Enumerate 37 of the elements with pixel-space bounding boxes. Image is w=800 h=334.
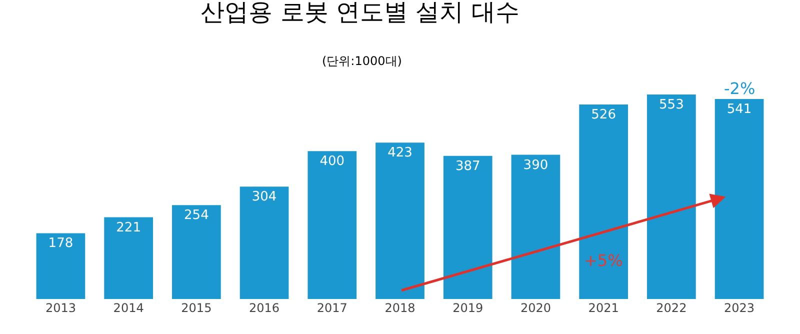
data-label: 553 — [659, 98, 684, 113]
data-label: 178 — [48, 236, 74, 252]
bar — [308, 151, 357, 299]
chart-subtitle: (단위:1000대) — [322, 54, 402, 68]
bar — [376, 142, 424, 299]
x-tick-label: 2021 — [588, 301, 619, 315]
x-tick-label: 2017 — [316, 301, 348, 315]
annotation: +5% — [584, 251, 623, 270]
x-tick-label: 2016 — [249, 301, 280, 315]
x-tick-label: 2019 — [452, 301, 484, 315]
x-tick-label: 2013 — [45, 301, 76, 315]
bar — [511, 154, 560, 299]
bar — [104, 217, 153, 299]
data-label: 526 — [591, 108, 616, 123]
data-label: 254 — [184, 208, 209, 224]
data-label: 423 — [388, 146, 412, 161]
bar — [172, 205, 221, 299]
x-tick-label: 2018 — [384, 301, 416, 315]
x-tick-label: 2023 — [724, 301, 755, 315]
bar — [240, 186, 289, 299]
x-tick-label: 2020 — [520, 301, 551, 315]
bar — [579, 104, 628, 299]
x-tick-label: 2014 — [113, 301, 144, 315]
bar — [36, 233, 86, 299]
x-tick-label: 2015 — [181, 301, 212, 315]
data-label: 541 — [726, 102, 752, 117]
chart-title: 산업용 로봇 연도별 설치 대수 — [200, 0, 520, 26]
bar — [443, 156, 492, 299]
data-label: 304 — [252, 190, 277, 205]
bar — [714, 98, 764, 299]
annotation: -2% — [724, 79, 756, 98]
data-label: 221 — [116, 220, 141, 236]
data-label: 390 — [523, 158, 548, 173]
data-label: 400 — [320, 154, 345, 170]
data-label: 387 — [455, 158, 480, 174]
bar — [647, 94, 696, 299]
x-tick-label: 2022 — [656, 301, 687, 315]
